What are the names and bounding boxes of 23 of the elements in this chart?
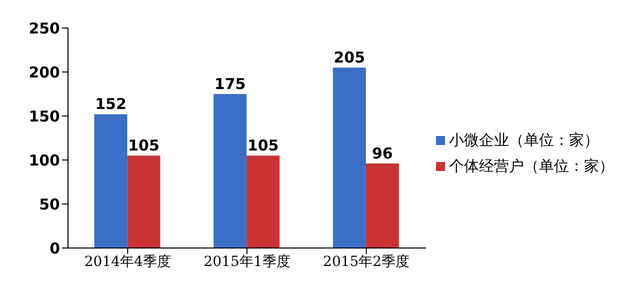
x-tick-label: 2015年2季度 xyxy=(323,254,410,270)
bar xyxy=(366,164,399,248)
data-label: 105 xyxy=(128,136,160,155)
legend-label: 小微企业（单位：家） xyxy=(449,131,599,149)
bar xyxy=(94,114,128,248)
bar xyxy=(332,68,366,248)
y-tick-label: 200 xyxy=(28,63,60,82)
y-tick-label: 0 xyxy=(50,239,60,258)
y-tick-label: 150 xyxy=(28,107,60,126)
y-tick-label: 100 xyxy=(28,151,60,170)
x-tick-label: 2015年1季度 xyxy=(204,254,290,270)
x-tick-label: 2014年4季度 xyxy=(84,254,171,270)
y-tick-label: 250 xyxy=(28,19,60,38)
data-label: 175 xyxy=(214,75,246,93)
data-label: 152 xyxy=(95,95,126,114)
y-tick-label: 50 xyxy=(39,195,60,214)
bar xyxy=(214,94,247,248)
data-label: 96 xyxy=(372,144,393,163)
legend-label: 个体经营户（单位：家） xyxy=(449,157,614,175)
data-label: 205 xyxy=(334,48,366,67)
bar xyxy=(246,156,280,248)
data-label: 105 xyxy=(247,136,279,155)
bar xyxy=(127,156,160,248)
